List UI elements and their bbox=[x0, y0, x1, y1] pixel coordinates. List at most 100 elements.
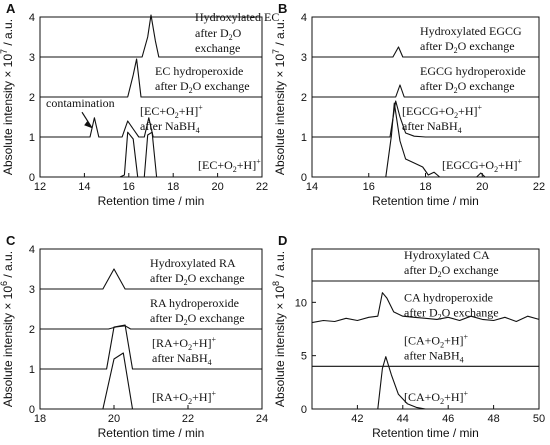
series-label: EC hydroperoxide bbox=[155, 64, 243, 78]
x-tick-label: 20 bbox=[108, 413, 120, 425]
series-label-line2: after D2O exchange bbox=[155, 79, 250, 95]
y-axis-label: Absolute intensity × 108 / a.u. bbox=[271, 251, 287, 407]
y-tick-label: 0 bbox=[29, 172, 35, 184]
series-label-line2: after NaBH4 bbox=[140, 119, 200, 135]
series-label: EGCG hydroperoxide bbox=[420, 64, 526, 78]
series-label: RA hydroperoxide bbox=[150, 296, 239, 310]
x-tick-label: 16 bbox=[123, 181, 135, 193]
contamination-arrowhead bbox=[84, 121, 93, 129]
y-tick-label: 2 bbox=[29, 92, 35, 104]
y-tick-label: 1 bbox=[301, 132, 307, 144]
series-label-line2: after D2O exchange bbox=[420, 39, 515, 55]
x-axis-label: Retention time / min bbox=[98, 426, 205, 440]
series-label-line2: after NaBH4 bbox=[402, 119, 462, 135]
y-axis-label: Absolute intensity × 106 / a.u. bbox=[0, 251, 15, 407]
series-label: CA hydroperoxide bbox=[404, 291, 493, 305]
trace-line bbox=[40, 268, 262, 290]
panel-letter: D bbox=[278, 233, 287, 248]
series-label: Hydroxylated RA bbox=[150, 256, 236, 270]
trace-line bbox=[312, 46, 539, 58]
y-axis-label: Absolute intensity × 107 / a.u. bbox=[271, 19, 287, 175]
series-label: Hydroxylated EGCG bbox=[420, 24, 522, 38]
y-tick-label: 0 bbox=[29, 404, 35, 416]
x-tick-label: 16 bbox=[363, 181, 375, 193]
y-tick-label: 1 bbox=[29, 364, 35, 376]
series-label: [EC+O2+H]+ bbox=[198, 157, 261, 174]
y-tick-label: 4 bbox=[29, 244, 35, 256]
series-label: [CA+O2+H]+ bbox=[404, 389, 469, 406]
trace-line bbox=[40, 14, 262, 58]
x-tick-label: 22 bbox=[256, 181, 268, 193]
x-axis-label: Retention time / min bbox=[98, 194, 205, 208]
series-label: [EGCG+O2+H]+ bbox=[442, 157, 523, 174]
x-tick-label: 22 bbox=[533, 181, 545, 193]
series-label-line2: after D2O exchange bbox=[150, 311, 245, 327]
y-tick-label: 10 bbox=[295, 297, 307, 309]
trace-line bbox=[312, 84, 539, 98]
y-axis-label: Absolute intensity × 107 / a.u. bbox=[0, 19, 15, 175]
y-tick-label: 0 bbox=[301, 172, 307, 184]
y-tick-label: 5 bbox=[301, 351, 307, 363]
y-tick-label: 3 bbox=[301, 52, 307, 64]
x-tick-label: 48 bbox=[487, 413, 499, 425]
trace-line bbox=[40, 325, 262, 330]
x-axis-label: Retention time / min bbox=[372, 194, 479, 208]
series-label: [RA+O2+H]+ bbox=[152, 335, 217, 352]
series-label-line2: after D2O exchange bbox=[404, 263, 499, 279]
series-label: Hydroxylated CA bbox=[404, 248, 490, 262]
series-label-line2: after D2O exchange bbox=[420, 79, 515, 95]
trace-line bbox=[40, 58, 262, 98]
x-tick-label: 20 bbox=[211, 181, 223, 193]
series-label: [CA+O2+H]+ bbox=[404, 332, 469, 349]
contamination-label: contamination bbox=[46, 96, 115, 110]
trace-line bbox=[40, 324, 262, 370]
x-tick-label: 20 bbox=[476, 181, 488, 193]
trace-line bbox=[312, 100, 539, 138]
series-label-line2: after D2O exchange bbox=[150, 271, 245, 287]
x-tick-label: 46 bbox=[442, 413, 454, 425]
x-tick-label: 50 bbox=[533, 413, 545, 425]
series-label-line2: after D2O bbox=[195, 26, 242, 42]
x-tick-label: 12 bbox=[34, 181, 46, 193]
x-tick-label: 24 bbox=[256, 413, 268, 425]
panel-letter: C bbox=[6, 233, 16, 248]
series-label: [EC+O2+H]+ bbox=[140, 103, 203, 120]
trace-line bbox=[312, 102, 539, 178]
x-tick-label: 18 bbox=[167, 181, 179, 193]
panel-letter: A bbox=[6, 1, 16, 16]
trace-line bbox=[40, 352, 262, 410]
x-axis-label: Retention time / min bbox=[372, 426, 479, 440]
y-tick-label: 3 bbox=[29, 284, 35, 296]
y-tick-label: 4 bbox=[301, 12, 307, 24]
contamination-arrow bbox=[81, 111, 93, 129]
series-label: [RA+O2+H]+ bbox=[152, 389, 217, 406]
trace-line bbox=[312, 356, 539, 410]
y-tick-label: 3 bbox=[29, 52, 35, 64]
x-tick-label: 14 bbox=[306, 181, 318, 193]
y-tick-label: 2 bbox=[29, 324, 35, 336]
series-label-line2: after NaBH4 bbox=[404, 348, 464, 364]
panel-letter: B bbox=[278, 1, 287, 16]
x-tick-label: 18 bbox=[419, 181, 431, 193]
series-label-line2: after D2O exchange bbox=[404, 306, 499, 322]
x-tick-label: 44 bbox=[397, 413, 409, 425]
y-tick-label: 0 bbox=[301, 404, 307, 416]
trace-line bbox=[40, 117, 262, 138]
series-label-line2: after NaBH4 bbox=[152, 351, 212, 367]
series-label-line3: exchange bbox=[195, 41, 240, 55]
trace-line bbox=[311, 292, 540, 324]
series-label: [EGCG+O2+H]+ bbox=[402, 103, 483, 120]
x-tick-label: 42 bbox=[351, 413, 363, 425]
x-tick-label: 14 bbox=[78, 181, 90, 193]
x-tick-label: 22 bbox=[182, 413, 194, 425]
x-tick-label: 18 bbox=[34, 413, 46, 425]
y-tick-label: 1 bbox=[29, 132, 35, 144]
y-tick-label: 4 bbox=[29, 12, 35, 24]
y-tick-label: 2 bbox=[301, 92, 307, 104]
plot-frame bbox=[311, 248, 540, 410]
